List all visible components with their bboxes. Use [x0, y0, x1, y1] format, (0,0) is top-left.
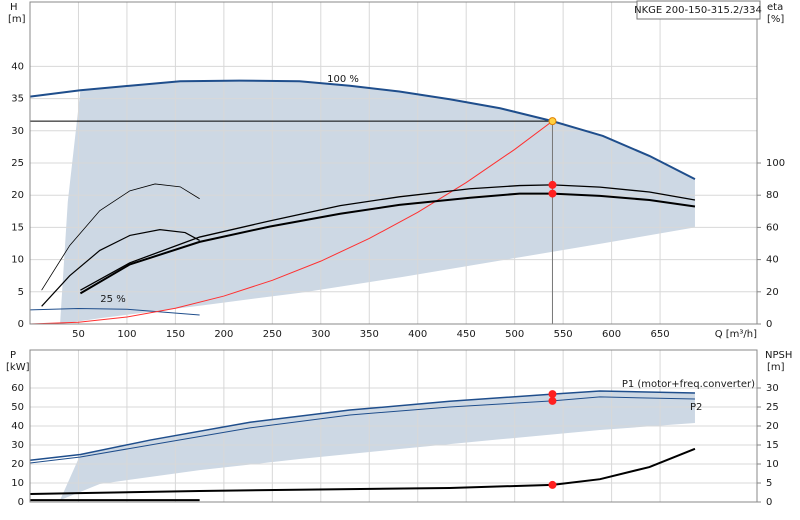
curve-label: 100 %: [327, 74, 359, 85]
y-tick-label: 10: [11, 478, 24, 489]
curve: [29, 390, 695, 461]
operating-point: [548, 396, 557, 405]
curve: [79, 192, 696, 295]
y2-tick-label: 30: [766, 383, 779, 394]
y2-tick-label: 40: [766, 255, 779, 266]
curve-label: 25 %: [100, 294, 125, 305]
y2-tick-label: 20: [766, 287, 779, 298]
x-tick-label: 150: [166, 329, 185, 340]
x-tick-label: 600: [602, 329, 621, 340]
operating-point: [548, 480, 557, 489]
curve: [29, 308, 200, 316]
x-tick-label: 550: [554, 329, 573, 340]
curve: [41, 183, 200, 291]
curve: [80, 184, 696, 291]
y2-tick-label: 25: [766, 402, 779, 413]
y-tick-label: 5: [18, 287, 24, 298]
y-tick-label: 40: [11, 61, 24, 72]
x-tick-label: 450: [457, 329, 476, 340]
top-frame: [29, 1, 758, 325]
x-axis-label: Q [m³/h]: [715, 329, 757, 340]
y-tick-label: 25: [11, 158, 24, 169]
y2-axis-label: eta: [767, 2, 783, 13]
y-tick-label: 60: [11, 383, 24, 394]
y-axis-label: H: [10, 2, 18, 13]
x-tick-label: 350: [360, 329, 379, 340]
curve: [29, 79, 696, 180]
y2-axis-label: NPSH: [765, 350, 792, 361]
curve: [29, 447, 696, 496]
bottom-frame: [29, 349, 758, 503]
x-tick-label: 50: [72, 329, 85, 340]
x-tick-label: 200: [214, 329, 233, 340]
y-tick-label: 40: [11, 421, 24, 432]
curve: [41, 229, 200, 307]
curve: [29, 396, 695, 464]
curve: [29, 120, 553, 325]
chart-title: NKGE 200-150-315.2/334: [634, 5, 762, 16]
y-axis-label: P: [10, 350, 16, 361]
y2-axis-unit: [%]: [767, 14, 784, 25]
y-tick-label: 0: [18, 319, 24, 330]
x-tick-label: 400: [408, 329, 427, 340]
y-tick-label: 30: [11, 126, 24, 137]
y-axis-unit: [kW]: [6, 362, 30, 373]
y-tick-label: 10: [11, 255, 24, 266]
x-tick-label: 100: [117, 329, 136, 340]
y2-tick-label: 0: [766, 497, 772, 508]
y2-tick-label: 5: [766, 478, 772, 489]
operating-point: [548, 117, 557, 126]
x-tick-label: 650: [651, 329, 670, 340]
y-tick-label: 15: [11, 222, 24, 233]
y2-tick-label: 60: [766, 222, 779, 233]
y2-tick-label: 100: [766, 158, 785, 169]
y-tick-label: 50: [11, 402, 24, 413]
curve-label: P1 (motor+freq.converter): [622, 379, 755, 390]
operating-range: [60, 391, 695, 501]
y-tick-label: 20: [11, 459, 24, 470]
y-tick-label: 30: [11, 440, 24, 451]
curve-label: P2: [690, 402, 702, 413]
y-tick-label: 0: [18, 497, 24, 508]
operating-range: [60, 80, 695, 325]
y2-tick-label: 15: [766, 440, 779, 451]
y-tick-label: 20: [11, 190, 24, 201]
y-tick-label: 35: [11, 94, 24, 105]
y2-tick-label: 0: [766, 319, 772, 330]
y2-tick-label: 80: [766, 190, 779, 201]
x-tick-label: 500: [505, 329, 524, 340]
operating-point: [548, 180, 557, 189]
y2-tick-label: 10: [766, 459, 779, 470]
y2-axis-unit: [m]: [767, 362, 785, 373]
x-tick-label: 250: [263, 329, 282, 340]
y2-tick-label: 20: [766, 421, 779, 432]
y-axis-unit: [m]: [8, 14, 26, 25]
title-box: [636, 0, 761, 20]
operating-point: [548, 390, 557, 399]
operating-point: [548, 189, 557, 198]
x-tick-label: 300: [311, 329, 330, 340]
